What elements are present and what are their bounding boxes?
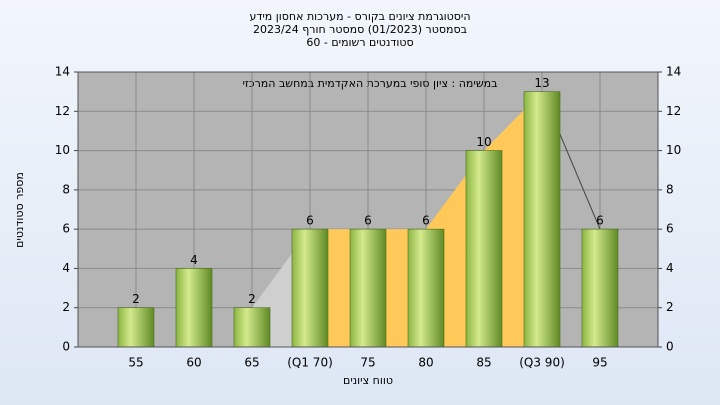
chart-title: היסטוגרמת ציונים בקורס - מערכות אחסון מי… — [249, 10, 470, 23]
y2-tick-label: 2 — [666, 300, 674, 314]
y2-tick-label: 14 — [666, 65, 681, 79]
y2-tick-label: 6 — [666, 222, 674, 236]
bar — [349, 228, 387, 348]
x-tick-label: 55 — [128, 356, 143, 370]
y-tick-label: 14 — [55, 65, 70, 79]
x-tick-label: 75 — [360, 356, 375, 370]
x-tick-label: 65 — [244, 356, 259, 370]
value-label: 6 — [364, 214, 372, 228]
bar — [581, 228, 619, 348]
chart-subtitle: סטודנטים רשומים - 60 — [306, 36, 413, 49]
value-label: 6 — [422, 214, 430, 228]
value-label: 2 — [132, 292, 140, 306]
x-tick-label: 85 — [476, 356, 491, 370]
bar — [175, 268, 213, 348]
chart-subtitle: בסמסטר (01/2023) סמסטר חורף 2023/24 — [253, 23, 467, 36]
x-axis-label: טווח ציונים — [343, 374, 393, 387]
y2-tick-label: 10 — [666, 143, 681, 157]
bar — [465, 150, 503, 348]
y-tick-label: 12 — [55, 104, 70, 118]
y2-tick-label: 12 — [666, 104, 681, 118]
x-tick-label: (Q3 90) — [519, 356, 565, 370]
x-tick-label: 80 — [418, 356, 433, 370]
y2-tick-label: 4 — [666, 261, 674, 275]
value-label: 13 — [534, 76, 549, 90]
y-tick-label: 0 — [62, 340, 70, 354]
bar — [233, 307, 271, 348]
value-label: 10 — [476, 135, 491, 149]
value-label: 6 — [306, 214, 314, 228]
y-tick-label: 4 — [62, 261, 70, 275]
value-label: 6 — [596, 214, 604, 228]
bar — [117, 307, 155, 348]
x-tick-label: 95 — [592, 356, 607, 370]
x-tick-label: (Q1 70) — [287, 356, 333, 370]
y2-tick-label: 0 — [666, 340, 674, 354]
y2-tick-label: 8 — [666, 182, 674, 196]
bar — [523, 91, 561, 348]
y-tick-label: 6 — [62, 222, 70, 236]
x-tick-label: 60 — [186, 356, 201, 370]
value-label: 4 — [190, 253, 198, 267]
bar — [291, 228, 329, 348]
y-tick-label: 2 — [62, 300, 70, 314]
bar — [407, 228, 445, 348]
plot-border — [77, 71, 659, 348]
y-tick-label: 8 — [62, 182, 70, 196]
y-tick-label: 10 — [55, 143, 70, 157]
annotation: במשימה : ציון סופי במערכת האקדמית במחשב … — [243, 77, 498, 90]
y-axis-label: מספר סטודנטים — [13, 172, 26, 248]
value-label: 2 — [248, 292, 256, 306]
